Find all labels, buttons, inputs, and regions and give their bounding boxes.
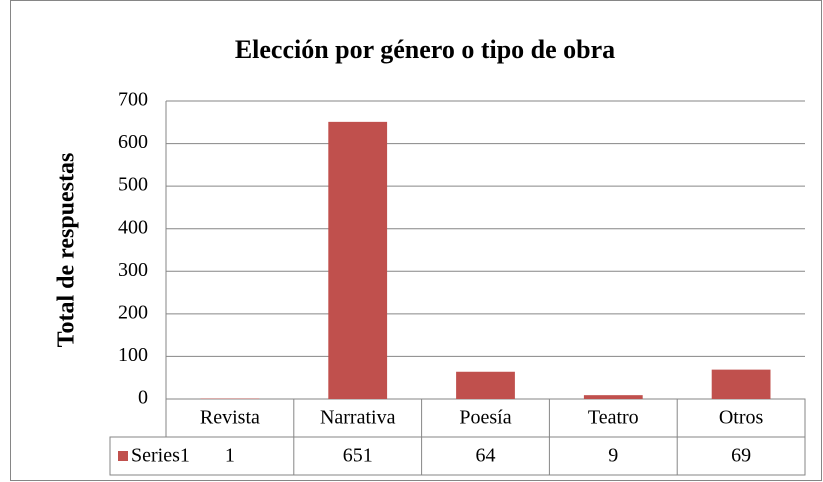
legend-swatch [118,451,128,461]
y-tick-label: 300 [118,259,148,281]
table-value: 651 [343,445,373,467]
y-tick-label: 400 [118,216,148,238]
y-axis-label: Total de respuestas [54,153,80,348]
y-tick-label: 0 [138,387,148,409]
chart-border [10,0,822,481]
table-value: 9 [608,445,618,467]
x-tick-label: Revista [200,407,260,429]
table-value: 69 [731,445,751,467]
y-tick-label: 500 [118,174,148,196]
legend-label: Series1 [131,445,190,467]
y-tick-label: 100 [118,344,148,366]
y-tick-label: 700 [118,89,148,111]
bar [456,371,515,399]
x-tick-label: Poesía [459,407,511,429]
chart-title: Elección por género o tipo de obra [235,35,615,64]
y-tick-label: 600 [118,131,148,153]
x-tick-label: Narrativa [320,407,396,429]
bar [711,369,771,399]
bar [583,395,643,399]
table-value: 1 [225,445,235,467]
y-tick-label: 200 [118,301,148,323]
table-value: 64 [476,445,496,467]
bar [328,121,388,400]
x-tick-label: Teatro [588,407,639,429]
x-tick-label: Otros [719,407,764,429]
